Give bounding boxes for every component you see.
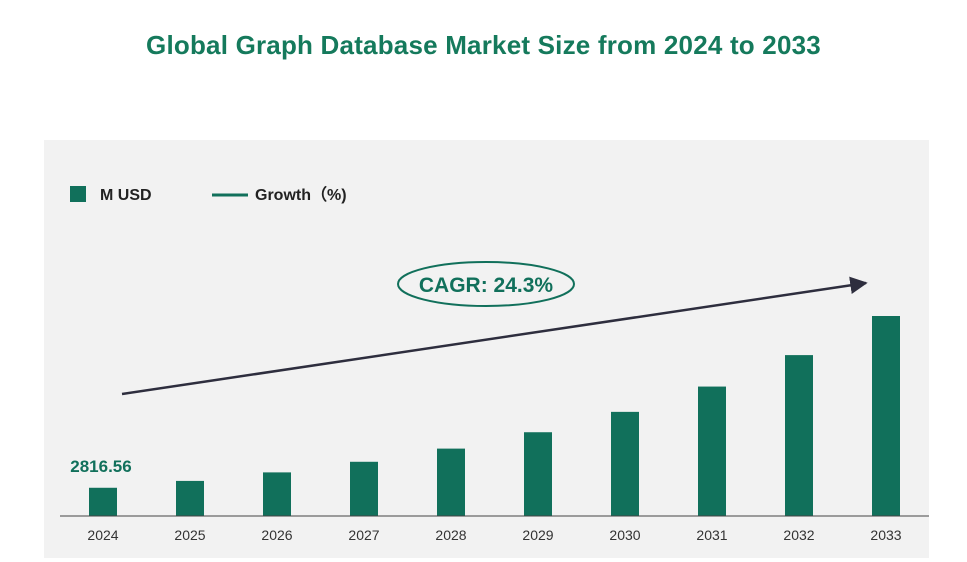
x-tick-2027: 2027 <box>348 527 379 543</box>
x-tick-2026: 2026 <box>261 527 292 543</box>
bar-2026 <box>263 472 291 516</box>
bar-2027 <box>350 461 378 516</box>
x-tick-2032: 2032 <box>783 527 814 543</box>
chart-panel: M USD Growth（%) CAGR: 24.3% 2024 2025 2026… <box>44 140 929 558</box>
x-tick-2024: 2024 <box>87 527 118 543</box>
legend-label-musd: M USD <box>100 187 152 204</box>
cagr-label: CAGR: 24.3% <box>419 274 554 297</box>
x-tick-2028: 2028 <box>435 527 466 543</box>
bar-2032 <box>785 355 813 516</box>
data-label-2024: 2816.56 <box>70 457 131 476</box>
bar-series <box>89 316 900 516</box>
bar-2030 <box>611 411 639 516</box>
x-tick-2031: 2031 <box>696 527 727 543</box>
legend-label-growth: Growth（%) <box>255 186 347 204</box>
x-axis-ticks: 2024 2025 2026 2027 2028 2029 2030 2031 2032 2033 <box>87 527 901 543</box>
cagr-annotation: CAGR: 24.3% <box>397 261 575 307</box>
chart-title: Global Graph Database Market Size from 2… <box>146 30 821 60</box>
x-tick-2033: 2033 <box>870 527 901 543</box>
cagr-ellipse <box>397 261 575 307</box>
legend-bar-swatch <box>70 186 86 202</box>
bar-2024 <box>89 487 117 516</box>
legend: M USD Growth（%) <box>70 186 347 204</box>
x-tick-2025: 2025 <box>174 527 205 543</box>
bar-2025 <box>176 480 204 516</box>
bar-2031 <box>698 386 726 516</box>
x-tick-2030: 2030 <box>609 527 640 543</box>
x-tick-2029: 2029 <box>522 527 553 543</box>
data-labels: 2816.56 <box>70 457 131 476</box>
chart-plot: M USD Growth（%) CAGR: 24.3% 2024 2025 2026… <box>44 140 929 558</box>
bar-2029 <box>524 432 552 516</box>
bar-2028 <box>437 448 465 516</box>
bar-2033 <box>872 316 900 516</box>
trend-arrow <box>121 276 868 396</box>
